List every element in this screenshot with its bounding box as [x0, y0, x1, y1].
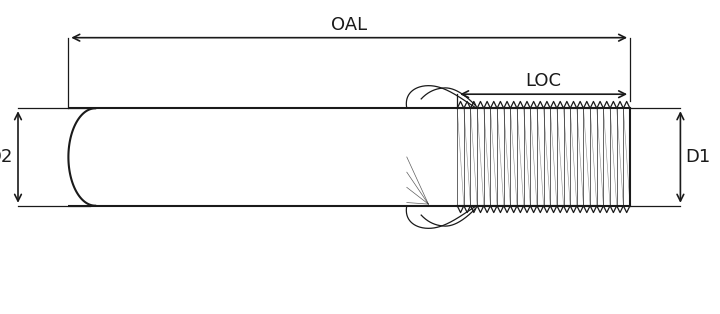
Text: LOC: LOC [526, 72, 562, 90]
Text: OAL: OAL [331, 16, 367, 34]
Text: D2: D2 [0, 148, 13, 166]
Text: D1: D1 [685, 148, 711, 166]
